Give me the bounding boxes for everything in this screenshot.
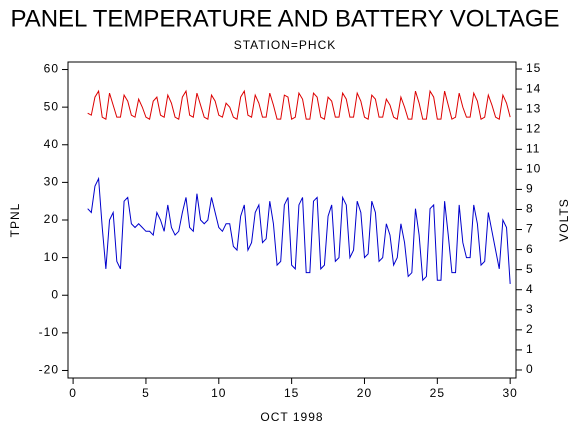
y-tick-label: 30 [44,175,59,189]
y-tick-label: 20 [44,212,59,226]
y-tick-label: 40 [44,137,59,151]
y2-tick-label: 15 [526,61,541,75]
y2-tick-label: 5 [526,262,534,276]
y2-tick-label: 0 [526,362,534,376]
chart-subtitle: STATION=PHCK [234,38,337,52]
y2-tick-label: 4 [526,282,534,296]
y2-tick-label: 9 [526,182,534,196]
series-line [87,176,511,284]
chart-title: PANEL TEMPERATURE AND BATTERY VOLTAGE [10,5,559,32]
x-tick-label: 30 [502,386,517,400]
y2-tick-label: 7 [526,222,534,236]
y2-tick-label: 14 [526,81,541,95]
series-line [87,89,511,120]
y2-tick-label: 6 [526,242,534,256]
y-tick-label: 0 [51,287,59,301]
y-tick-label: -20 [39,363,59,377]
y-tick-label: 50 [44,99,59,113]
y2-axis-label: VOLTS [557,198,570,241]
y-tick-label: 60 [44,62,59,76]
plot-frame [67,61,517,379]
y2-tick-label: 3 [526,302,534,316]
y2-tick-label: 10 [526,162,541,176]
x-tick-label: 15 [284,386,299,400]
x-tick-label: 10 [211,386,226,400]
y2-tick-label: 13 [526,101,541,115]
y-axis-label: TPNL [8,203,22,238]
x-axis-label: OCT 1998 [260,410,323,424]
x-tick-label: 20 [357,386,372,400]
y2-tick-label: 1 [526,342,534,356]
y-tick-label: 10 [44,250,59,264]
y-tick-label: -10 [39,325,59,339]
y2-tick-label: 8 [526,202,534,216]
y2-tick-label: 11 [526,141,540,155]
x-tick-label: 0 [69,386,77,400]
y2-tick-label: 12 [526,121,541,135]
x-tick-label: 25 [430,386,445,400]
y2-tick-label: 2 [526,322,534,336]
x-tick-label: 5 [142,386,150,400]
